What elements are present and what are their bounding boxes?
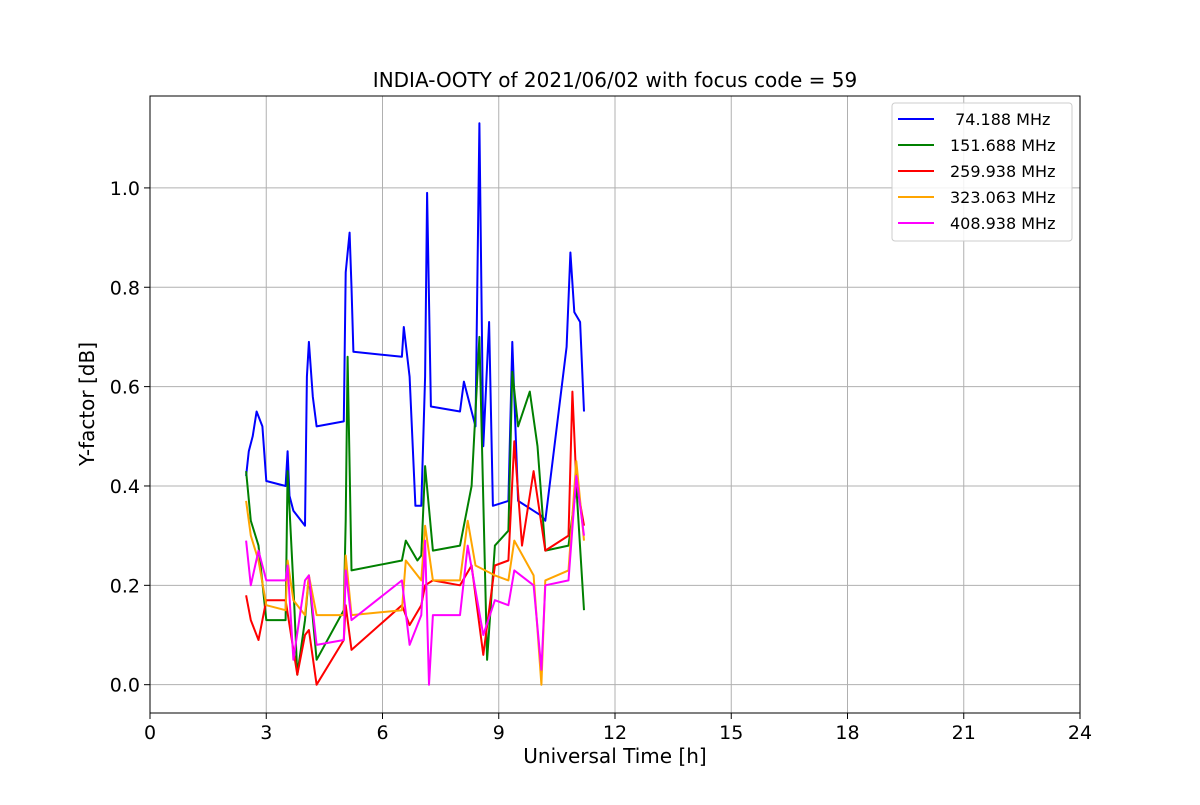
x-tick-label: 9 — [493, 722, 505, 744]
legend-label: 151.688 MHz — [950, 136, 1055, 155]
y-tick-label: 0.4 — [110, 476, 140, 498]
tick-layer: 0 3 6 9 12 15 18 21 24 0.0 0.2 0.4 0.6 0.8 1.0 — [110, 178, 1092, 744]
legend-entries: 74.188 MHz 151.688 MHz 259.938 MHz 323.063 … — [898, 110, 1055, 233]
series-line-0 — [245, 122, 585, 527]
chart-title: INDIA-OOTY of 2021/06/02 with focus code… — [373, 68, 857, 92]
legend-frame — [891, 102, 1073, 242]
x-tick-label: 15 — [719, 722, 743, 744]
x-tick-label: 3 — [260, 722, 272, 744]
legend-label: 74.188 MHz — [950, 110, 1050, 129]
x-tick-label: 24 — [1068, 722, 1092, 744]
series-line-1 — [245, 335, 585, 676]
legend: 74.188 MHz 151.688 MHz 259.938 MHz 323.063 … — [891, 102, 1073, 242]
y-tick-label: 0.6 — [110, 377, 140, 399]
y-axis-label: Y-factor [dB] — [75, 342, 99, 467]
x-tick-label: 0 — [144, 722, 156, 744]
y-tick-label: 1.0 — [110, 178, 140, 200]
y-tick-label: 0.0 — [110, 675, 140, 697]
x-axis-label: Universal Time [h] — [523, 744, 706, 768]
x-tick-label: 21 — [952, 722, 976, 744]
series-layer — [245, 122, 585, 686]
legend-label: 323.063 MHz — [950, 188, 1055, 207]
series-line-4 — [245, 475, 585, 686]
y-tick-label: 0.8 — [110, 277, 140, 299]
legend-label: 259.938 MHz — [950, 162, 1055, 181]
x-tick-label: 18 — [835, 722, 859, 744]
y-tick-label: 0.2 — [110, 575, 140, 597]
x-tick-label: 12 — [603, 722, 627, 744]
x-tick-label: 6 — [376, 722, 388, 744]
legend-label: 408.938 MHz — [950, 214, 1055, 233]
